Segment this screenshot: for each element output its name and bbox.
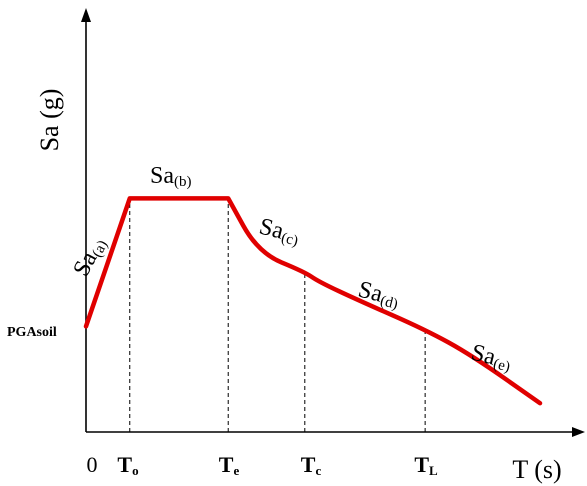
y-axis-title: Sa (g) [35, 89, 64, 152]
segment-label-d: Sa(d) [355, 277, 402, 313]
x-tick-tc: Tc [301, 452, 322, 478]
segment-label-e: Sa(e) [468, 340, 514, 376]
x-tick-0: 0 [87, 452, 98, 477]
guide-lines [129, 198, 426, 432]
segment-label-c: Sa(c) [256, 214, 302, 250]
x-tick-to: To [117, 452, 138, 478]
spectrum-curve [83, 196, 543, 406]
x-axis-title: T (s) [512, 455, 561, 484]
pga-soil-label: PGAsoil [7, 325, 57, 340]
x-tick-te: Te [219, 452, 240, 478]
y-axis-arrow [81, 8, 91, 22]
x-axis-arrow [572, 427, 585, 437]
x-tick-tl: TL [414, 452, 438, 478]
x-tick-labels: 0 To Te Tc TL [87, 452, 439, 478]
segment-label-b: Sa(b) [150, 163, 192, 190]
